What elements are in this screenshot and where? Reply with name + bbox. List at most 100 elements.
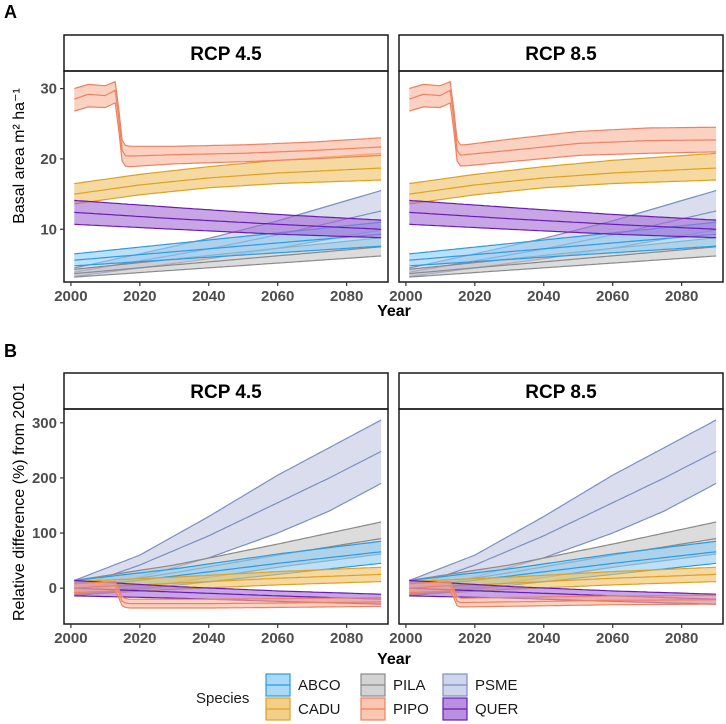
y-tick-label: 0 <box>49 580 57 597</box>
panel-a-facet-2: RCP 8.5 2000 2020 2040 2060 2080 <box>389 34 724 305</box>
upper-pila <box>409 521 717 581</box>
band-cadu <box>74 153 382 204</box>
x-tick-label: 2000 <box>389 288 422 305</box>
upper-pipo <box>409 80 717 146</box>
lower-quer <box>74 223 382 239</box>
upper-abco <box>74 540 382 581</box>
band-psme <box>74 420 382 595</box>
line-quer <box>74 211 382 230</box>
band-pipo <box>74 81 382 167</box>
band-pipo <box>409 81 717 166</box>
panel-a-x-axis-title: Year <box>377 303 411 320</box>
upper-quer <box>74 579 382 595</box>
upper-pipo <box>409 580 717 599</box>
facet-strip <box>398 34 724 72</box>
lower-pipo <box>74 102 382 168</box>
lower-pipo <box>409 102 717 167</box>
panel-b-x-axis-title: Year <box>377 651 411 668</box>
panel-a-y-axis-title: Basal area m² ha⁻¹ <box>11 88 28 224</box>
legend-label-psme: PSME <box>475 677 518 694</box>
legend-label-pila: PILA <box>393 677 426 694</box>
upper-pipo <box>74 580 382 600</box>
legend-item-quer: QUER <box>442 697 519 721</box>
x-tick-label: 2060 <box>261 288 294 305</box>
x-tick-label: 2080 <box>665 630 698 647</box>
lower-pipo <box>409 590 717 608</box>
line-cadu <box>74 167 382 195</box>
legend: Species ABCO PILA PSME CADU PIPO QUER <box>196 673 519 721</box>
legend-label-quer: QUER <box>475 701 519 718</box>
facet-strip <box>63 372 389 410</box>
upper-cadu <box>409 152 717 185</box>
panel-b-facet-1: RCP 4.5 2000 2020 2040 2060 2080 0 100 200 300 <box>32 372 389 647</box>
lower-cadu <box>74 179 382 205</box>
upper-quer <box>74 199 382 221</box>
x-tick-label: 2020 <box>458 288 491 305</box>
legend-item-psme: PSME <box>442 673 518 697</box>
lower-pipo <box>74 590 382 609</box>
facet-title: RCP 4.5 <box>190 44 262 65</box>
line-pipo <box>74 89 382 157</box>
legend-item-cadu: CADU <box>265 697 341 721</box>
legend-item-pila: PILA <box>360 673 426 697</box>
line-pipo <box>409 584 717 604</box>
upper-quer <box>409 199 717 221</box>
band-pipo <box>74 581 382 608</box>
panel-letter-a: A <box>4 2 17 22</box>
band-cadu <box>409 153 717 204</box>
y-tick-label: 10 <box>40 221 57 238</box>
legend-label-abco: ABCO <box>298 677 341 694</box>
panel-b-facet-2: RCP 8.5 2000 2020 2040 2060 2080 <box>389 372 724 647</box>
legend-label-cadu: CADU <box>298 701 341 718</box>
panel-a-facet-1: RCP 4.5 2000 2020 2040 2060 2080 10 20 30 <box>40 34 389 305</box>
facet-title: RCP 8.5 <box>525 44 597 65</box>
line-pipo <box>409 89 717 156</box>
panel-b-y-axis-title: Relative difference (%) from 2001 <box>11 383 28 621</box>
lower-pila <box>409 255 717 278</box>
panel-frame <box>63 70 389 283</box>
x-tick-label: 2020 <box>458 630 491 647</box>
x-tick-label: 2060 <box>596 288 629 305</box>
x-tick-label: 2020 <box>123 288 156 305</box>
facet-title: RCP 8.5 <box>525 382 597 403</box>
facet-title: RCP 4.5 <box>190 382 262 403</box>
line-psme <box>74 450 382 589</box>
x-tick-label: 2040 <box>192 630 225 647</box>
lower-pila <box>74 255 382 278</box>
band-quer <box>74 200 382 238</box>
x-tick-label: 2040 <box>192 288 225 305</box>
y-tick-label: 20 <box>40 151 57 168</box>
band-psme <box>409 420 717 595</box>
y-tick-label: 200 <box>32 470 57 487</box>
legend-item-abco: ABCO <box>265 673 341 697</box>
lower-abco <box>409 245 717 267</box>
upper-psme <box>409 419 717 581</box>
x-tick-label: 2020 <box>123 630 156 647</box>
panel-frame <box>63 408 389 625</box>
line-abco <box>74 233 382 261</box>
facet-strip <box>398 372 724 410</box>
lower-quer <box>409 223 717 239</box>
x-tick-label: 2000 <box>54 630 87 647</box>
upper-pipo <box>74 80 382 147</box>
lower-abco <box>74 245 382 267</box>
line-quer <box>409 211 717 230</box>
line-cadu <box>409 167 717 195</box>
panel-frame <box>398 408 724 625</box>
upper-pila <box>74 521 382 581</box>
x-tick-label: 2000 <box>54 288 87 305</box>
line-abco <box>409 233 717 261</box>
x-tick-label: 2080 <box>665 288 698 305</box>
x-tick-label: 2040 <box>527 630 560 647</box>
x-tick-label: 2060 <box>596 630 629 647</box>
legend-title: Species <box>196 690 249 707</box>
lower-cadu <box>409 179 717 205</box>
x-tick-label: 2080 <box>330 630 363 647</box>
legend-label-pipo: PIPO <box>393 701 429 718</box>
panel-letter-b: B <box>4 341 17 361</box>
upper-quer <box>409 579 717 595</box>
facet-strip <box>63 34 389 72</box>
x-tick-label: 2060 <box>261 630 294 647</box>
upper-cadu <box>74 566 382 583</box>
